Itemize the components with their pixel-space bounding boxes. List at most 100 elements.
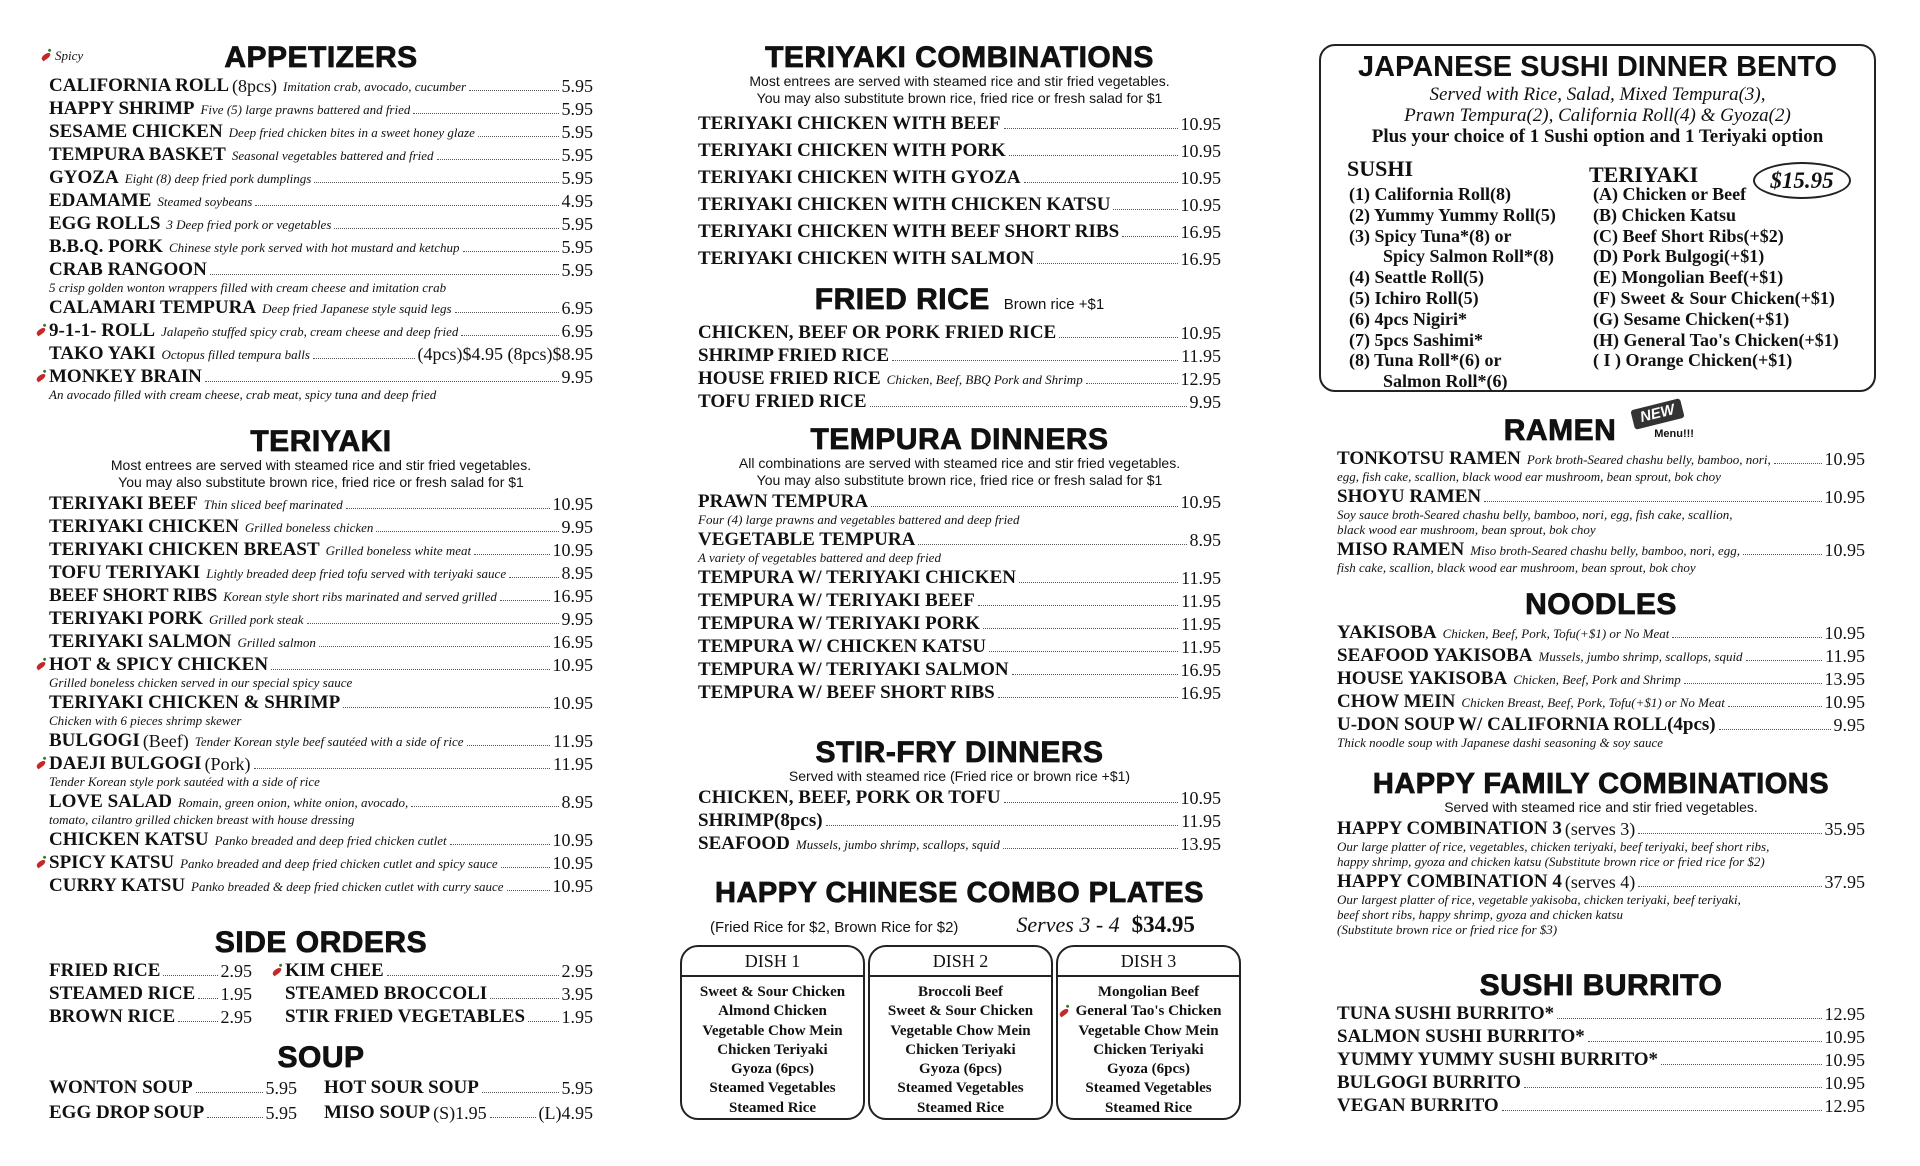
spicy-icon [1058,1007,1070,1018]
heading-text: HAPPY CHINESE COMBO PLATES [715,877,1204,909]
item-name: SHOYU RAMEN [1337,486,1482,507]
menu-item: BULGOGI BURRITO 10.95 [1337,1070,1865,1094]
heading-text: STIR-FRY DINNERS [815,736,1104,769]
item-note: (Substitute brown rice or fried rice for… [1337,922,1558,937]
option: (6) 4pcs Nigiri* [1349,308,1467,329]
section-intro: You may also substitute brown rice, frie… [756,472,1163,488]
item-price: 10.95 [552,830,594,850]
menu-item: CALIFORNIA ROLL (8pcs) Imitation crab, avo… [49,73,594,97]
menu-item: STIR FRIED VEGETABLES 1.95 [285,1004,593,1028]
dish-item: Mongolian Beef [1097,984,1200,1000]
menu-item: SHOYU RAMEN 10.95 [1337,484,1866,508]
leader [1587,1041,1822,1042]
item-name: DAEJI BULGOGI [49,753,202,774]
item-name: TERIYAKI CHICKEN WITH GYOZA [698,167,1021,188]
item-price: 10.95 [1824,487,1866,507]
dish-items: Mongolian Beef General Tao's Chicken Veget… [1058,977,1239,1118]
item-name: MISO SOUP [324,1102,431,1123]
leader [918,544,1187,545]
dish-title: DISH 3 [1058,947,1239,977]
menu-item: B.B.Q. PORK Chinese style pork served wit… [49,234,593,258]
item-price: 11.95 [1181,591,1221,611]
leader [436,159,559,160]
item-price: 16.95 [552,586,594,606]
option: (4) Seattle Roll(5) [1349,267,1484,288]
menu-item: CHOW MEIN Chicken Breast, Beef, Pork, Tof… [1337,689,1865,713]
leader [977,605,1179,606]
menu-item: GYOZA Eight (8) deep fried pork dumplings… [49,165,593,189]
option: (E) Mongolian Beef(+$1) [1593,267,1784,288]
menu-item: VEGAN BURRITO 12.95 [1337,1093,1865,1117]
leader [528,1021,559,1022]
leader [255,205,559,206]
menu-item: SPICY KATSU Panko breaded and deep fried … [35,850,593,873]
menu-section: SOUP WONTON SOUP 5.95 EGG DROP SOUP 5.95 HOT … [49,1042,593,1153]
item-price: 9.95 [1833,715,1866,735]
menu-section: RAMEN NEW Menu!!! TONKOTSU RAMEN Pork broth-… [1337,398,1866,575]
spicy-icon [35,660,47,671]
section-heading: FRIED RICE Brown rice +$1 [698,284,1221,320]
option: (1) California Roll(8) [1349,184,1511,204]
item-note: egg, fish cake, scallion, black wood ear… [1337,469,1721,484]
menu-item: HAPPY COMBINATION 4 (serves 4) 37.95 [1337,869,1865,893]
menu-section: TERIYAKI Most entrees are served with ste… [35,425,594,896]
menu-item: TAKO YAKI Octopus filled tempura balls (4p… [49,341,593,365]
menu-section: SIDE ORDERS FRIED RICE 2.95 STEAMED RICE 1.9… [49,926,593,1038]
leader [413,113,559,114]
item-name: HAPPY COMBINATION 4 [1337,871,1562,892]
item-price: 9.95 [561,367,594,387]
item-price: 5.95 [561,76,594,96]
menu-item: LOVE SALAD Romain, green onion, white oni… [49,789,593,813]
bento-line: Served with Rice, Salad, Mixed Tempura(3… [1429,84,1766,105]
section-heading: SUSHI BURRITO [1337,970,1865,1001]
section-intro: Served with steamed rice (Fried rice or … [788,768,1131,784]
item-description: Romain, green onion, white onion, avocad… [178,795,409,810]
item-price: 12.95 [1180,369,1222,389]
item-price: 9.95 [561,517,594,537]
item-price: 5.95 [561,145,594,165]
menu-item: CHICKEN, BEEF OR PORK FRIED RICE 10.95 [698,320,1221,344]
item-name: KIM CHEE [285,960,384,981]
menu-item: HAPPY COMBINATION 3 (serves 3) 35.95 [1337,816,1865,840]
item-name: TERIYAKI CHICKEN [49,516,239,537]
menu-item: HOUSE YAKISOBA Chicken, Beef, Pork and Sh… [1337,666,1865,690]
item-description: Grilled boneless white meat [325,543,472,558]
section-intro: Most entrees are served with steamed ric… [110,457,532,473]
dish-item: Chicken Teriyaki [905,1041,1016,1058]
dish-item: Vegetable Chow Mein [702,1022,843,1039]
item-name: BEEF SHORT RIBS [49,585,218,606]
leader [500,867,550,868]
dish-item: Chicken Teriyaki [1093,1041,1204,1058]
item-name: STEAMED BROCCOLI [285,983,488,1004]
option: (5) Ichiro Roll(5) [1349,287,1479,308]
menu-item: SHRIMP(8pcs) 11.95 [698,808,1221,832]
menu-item: HOUSE FRIED RICE Chicken, Beef, BBQ Pork … [698,366,1222,390]
menu-item: YAKISOBA Chicken, Beef, Pork, Tofu(+$1) o… [1337,620,1865,644]
menu-item: TERIYAKI CHICKEN BREAST Grilled boneless … [49,537,593,561]
section-heading: STIR-FRY DINNERS [698,736,1221,769]
menu-item: TERIYAKI SALMON Grilled salmon 16.95 [49,629,593,653]
leader [869,406,1187,407]
item-name: YUMMY YUMMY SUSHI BURRITO* [1337,1049,1659,1070]
heading-text: TERIYAKI [250,425,392,458]
menu-item: TERIYAKI CHICKEN WITH SALMON 16.95 [698,242,1221,270]
dish-item: Steamed Vegetables [897,1080,1024,1097]
menu-item: TEMPURA W/ TERIYAKI SALMON 16.95 [698,657,1221,681]
dish-box: DISH 2 Broccoli Beef Sweet & Sour Chicken V… [868,945,1053,1120]
menu-item: SHRIMP FRIED RICE 11.95 [698,343,1221,367]
item-name: LOVE SALAD [49,791,172,812]
item-price: 1.95 [220,984,253,1004]
option: Spicy Salmon Roll*(8) [1383,246,1555,267]
menu-item: TEMPURA W/ TERIYAKI CHICKEN 11.95 [698,565,1221,589]
item-price: 10.95 [1824,1027,1866,1047]
item-price: 10.95 [552,876,594,896]
item-note: 5 crisp golden wonton wrappers filled wi… [49,280,447,295]
item-name: STIR FRIED VEGETABLES [285,1006,526,1027]
leader [306,623,559,624]
item-price: 9.95 [561,609,594,629]
sub-column: FRIED RICE 2.95 STEAMED RICE 1.95 BROWN RICE… [49,958,253,1028]
bento-choice: Plus your choice of 1 Sushi option and 1… [1371,126,1824,147]
item-name: TERIYAKI BEEF [49,493,198,514]
leader [1023,182,1178,183]
heading-text: SIDE ORDERS [214,926,428,959]
